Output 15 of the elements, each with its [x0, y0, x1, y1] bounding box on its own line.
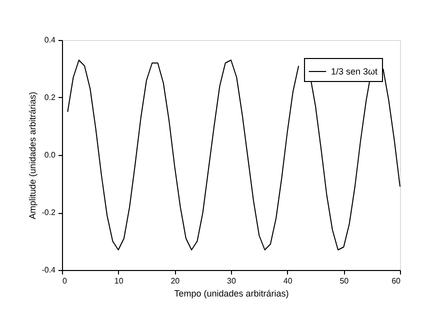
- x-axis-title: Tempo (unidades arbitrárias): [174, 288, 289, 298]
- x-tick-label: 0: [62, 276, 68, 286]
- x-tick-label: 60: [392, 276, 402, 286]
- y-tick-label: 0.2: [44, 93, 56, 102]
- y-tick-label: 0.0: [44, 150, 56, 160]
- x-tick-label: 30: [227, 276, 236, 286]
- legend-label: 1/3 sen 3ωt: [331, 66, 378, 76]
- y-tick-label: -0.4: [42, 266, 56, 274]
- x-tick-label: 20: [170, 276, 180, 286]
- y-axis-title: Amplitude (unidades arbitrárias): [28, 92, 38, 220]
- x-tick-label: 40: [283, 276, 293, 286]
- y-tick-label: 0.4: [44, 36, 56, 44]
- y-tick-label: -0.2: [42, 208, 56, 217]
- x-tick-label: 50: [340, 276, 350, 286]
- x-tick-label: 10: [114, 276, 124, 286]
